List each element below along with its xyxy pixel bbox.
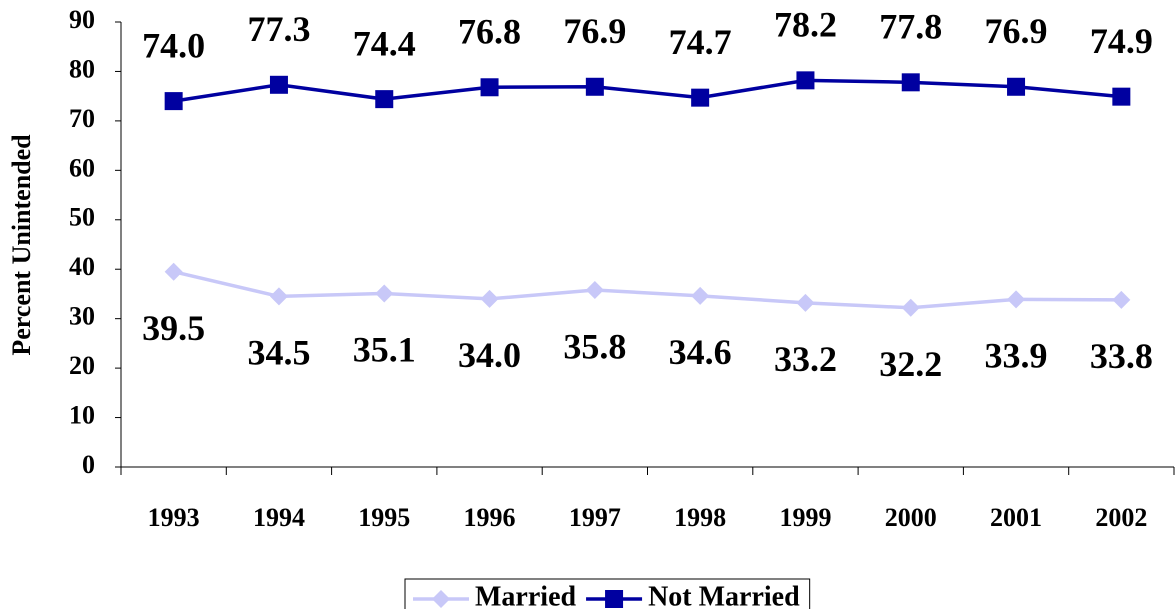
legend-label: Not Married [648, 581, 800, 609]
y-tick-label: 10 [69, 401, 95, 430]
marker [480, 78, 499, 97]
data-label: 74.9 [1090, 21, 1153, 61]
legend-label: Married [475, 581, 576, 609]
data-label: 74.7 [669, 22, 732, 62]
y-tick-label: 40 [69, 252, 95, 281]
y-tick-label: 90 [69, 5, 95, 34]
x-tick-label: 1998 [674, 503, 726, 532]
y-axis-label: Percent Unintended [7, 134, 36, 356]
marker [480, 289, 499, 308]
marker [1112, 290, 1131, 309]
x-tick-label: 1994 [253, 503, 305, 532]
marker [691, 88, 710, 107]
data-label: 39.5 [142, 308, 205, 348]
data-label: 34.0 [458, 335, 521, 375]
data-label: 35.8 [563, 326, 626, 366]
data-label: 76.9 [563, 11, 626, 51]
y-tick-label: 50 [69, 203, 95, 232]
x-tick-label: 2001 [990, 503, 1042, 532]
marker [605, 590, 624, 608]
x-tick-label: 1996 [464, 503, 516, 532]
y-tick-label: 60 [69, 153, 95, 182]
marker [585, 77, 604, 96]
x-tick-label: 2000 [885, 503, 937, 532]
marker [585, 280, 604, 299]
data-label: 77.8 [879, 7, 942, 47]
marker [796, 71, 815, 90]
data-label: 34.5 [247, 333, 310, 373]
marker [269, 287, 288, 306]
marker [796, 293, 815, 312]
y-tick-label: 80 [69, 54, 95, 83]
x-tick-label: 2002 [1095, 503, 1147, 532]
marker [901, 298, 920, 317]
marker [691, 286, 710, 305]
x-tick-label: 1999 [779, 503, 831, 532]
y-tick-label: 0 [82, 450, 95, 479]
data-label: 32.2 [879, 344, 942, 384]
marker [375, 284, 394, 303]
data-label: 76.8 [458, 12, 521, 52]
marker [901, 73, 920, 92]
data-label: 76.9 [985, 11, 1048, 51]
data-label: 33.8 [1090, 336, 1153, 376]
marker [1007, 290, 1026, 309]
series-line [173, 269, 1122, 310]
y-tick-label: 30 [69, 302, 95, 331]
marker [375, 90, 394, 109]
data-label: 33.2 [774, 339, 837, 379]
marker [164, 262, 183, 281]
marker [269, 75, 288, 94]
x-tick-label: 1995 [358, 503, 410, 532]
data-label: 77.3 [247, 9, 310, 49]
marker [164, 92, 183, 111]
x-tick-label: 1993 [148, 503, 200, 532]
marker [1007, 77, 1026, 96]
marker [432, 590, 450, 608]
marker [1112, 87, 1131, 106]
data-label: 33.9 [985, 336, 1048, 376]
data-label: 78.2 [774, 5, 837, 45]
data-label: 34.6 [669, 332, 732, 372]
x-tick-label: 1997 [569, 503, 621, 532]
data-label: 35.1 [353, 330, 416, 370]
series-line [173, 78, 1122, 103]
data-label: 74.4 [353, 23, 416, 63]
y-tick-label: 20 [69, 351, 95, 380]
data-label: 74.0 [142, 25, 205, 65]
y-tick-label: 70 [69, 104, 95, 133]
